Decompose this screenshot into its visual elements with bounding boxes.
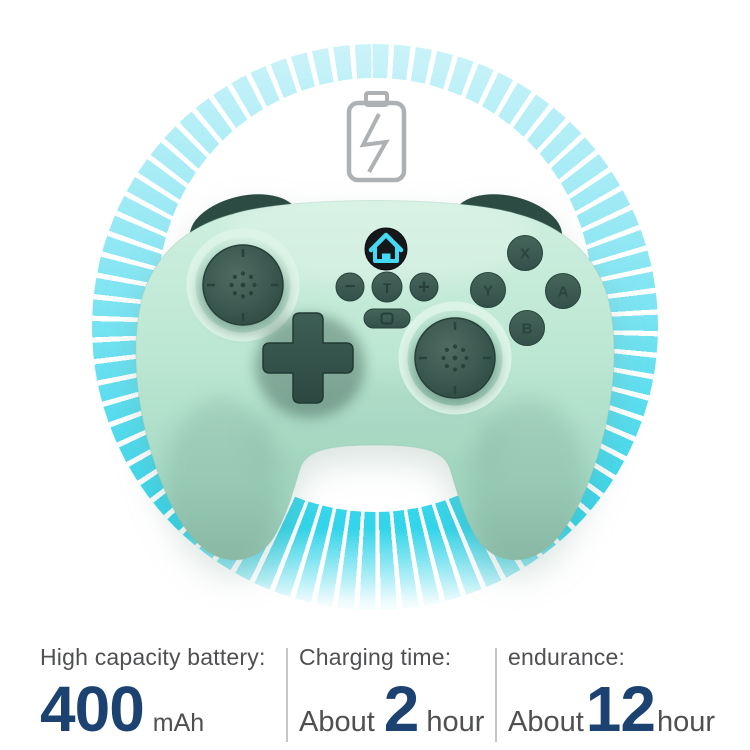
lightning-bolt-icon (359, 113, 390, 173)
stat-label: endurance: (508, 644, 626, 670)
stat-endurance: endurance: About 12 hour (497, 642, 750, 750)
stat-unit: mAh (152, 708, 205, 737)
stat-unit: hour (426, 705, 485, 738)
stick-tick-marks (207, 249, 279, 321)
stat-value-row: 400 mAh (40, 677, 286, 741)
button-a-label: A (558, 284, 569, 301)
stick-grip-dots (441, 344, 469, 372)
button-y-label: Y (483, 283, 493, 300)
stat-value-row: About 12 hour (508, 677, 750, 741)
stats-divider (495, 648, 497, 742)
turbo-button-label: T (383, 280, 392, 296)
screenshot-icon (380, 312, 394, 325)
right-analog-stick (398, 301, 512, 415)
button-a: A (545, 273, 581, 309)
stat-value: 400 (40, 672, 145, 745)
dpad-cross (262, 312, 354, 404)
button-b-label: B (522, 321, 533, 338)
stat-label: High capacity battery: (40, 644, 266, 670)
screenshot-button (363, 308, 411, 329)
turbo-button: T (371, 271, 403, 303)
battery-charging-icon (346, 91, 407, 183)
stat-battery-capacity: High capacity battery: 400 mAh (0, 642, 286, 750)
stat-value: 12 (585, 672, 656, 745)
stick-grip-dots (229, 271, 257, 299)
button-b: B (509, 310, 545, 346)
home-icon (368, 232, 404, 263)
stick-tick-marks (419, 322, 491, 394)
battery-body (346, 100, 407, 183)
action-buttons: X Y A B (470, 235, 581, 346)
button-x-label: X (520, 246, 530, 263)
left-analog-stick (186, 228, 300, 342)
stat-prefix: About (508, 705, 584, 738)
stat-unit: hour (656, 705, 716, 738)
plus-button: + (409, 272, 439, 302)
system-buttons: − T + (335, 271, 439, 303)
button-y: Y (470, 272, 506, 308)
stat-charging-time: Charging time: About 2 hour (288, 642, 495, 750)
minus-icon: − (344, 277, 355, 298)
button-x: X (507, 235, 543, 271)
stat-value: 2 (383, 672, 420, 745)
stats-divider (286, 648, 288, 742)
stat-label: Charging time: (299, 644, 452, 670)
dpad (255, 312, 365, 418)
minus-button: − (335, 272, 365, 302)
stat-value-row: About 2 hour (299, 677, 495, 741)
home-button (364, 227, 408, 271)
stats-bar: High capacity battery: 400 mAh Charging … (0, 642, 750, 750)
stat-prefix: About (299, 705, 375, 738)
ring-bottom-fade (0, 528, 750, 620)
controller-image: − T + X Y (135, 194, 615, 561)
plus-icon: + (418, 277, 430, 299)
